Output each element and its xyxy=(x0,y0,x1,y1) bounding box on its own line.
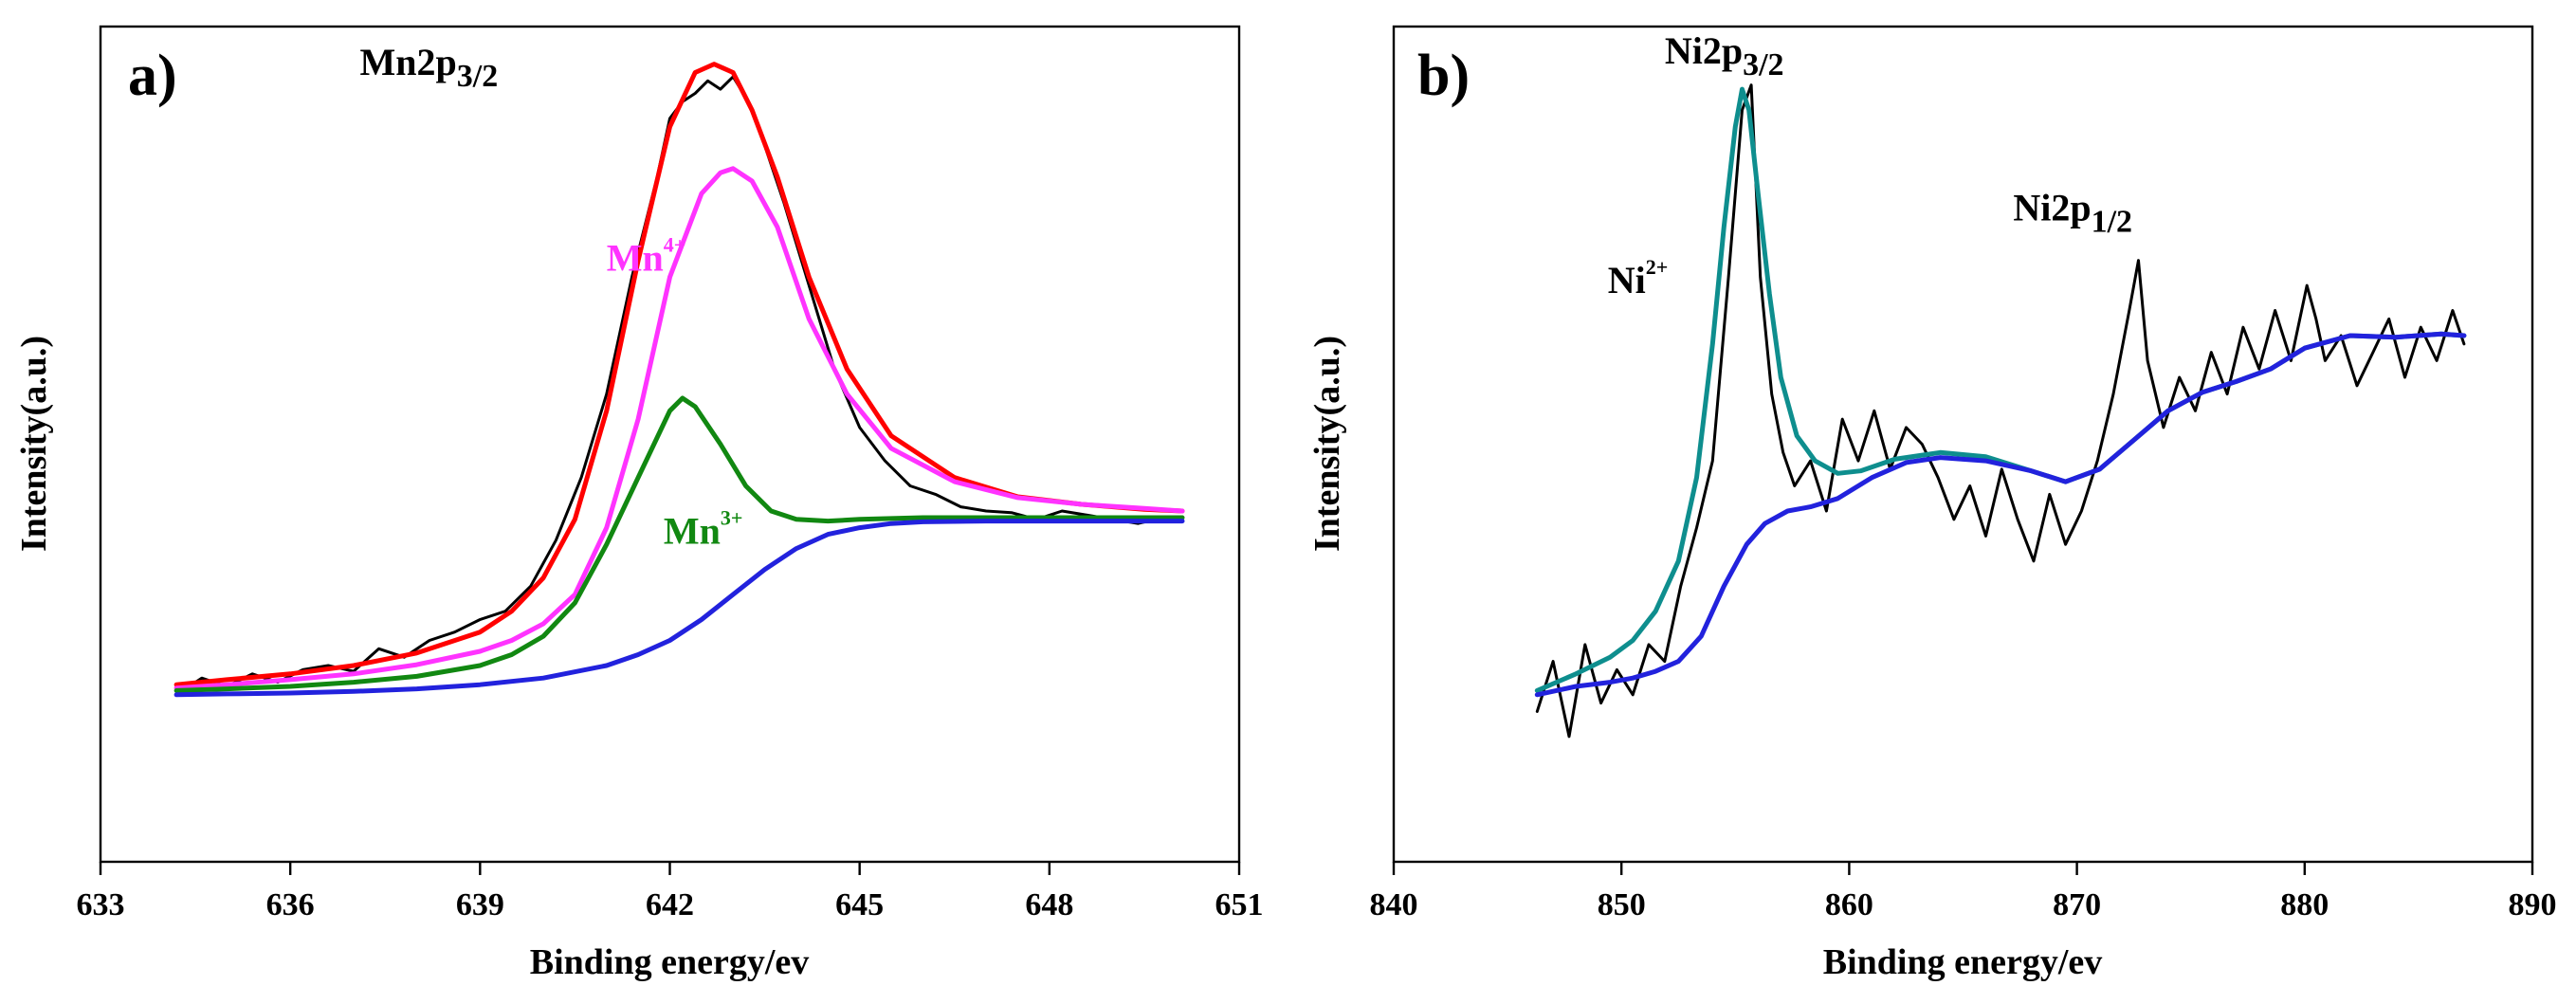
panel-a-y-axis-title: Intensity(a.u.) xyxy=(14,336,54,552)
panel-b-annotation-ni2p-3-2: Ni2p3/2 xyxy=(1665,29,1784,82)
panel-b-plot-frame xyxy=(1392,25,2534,864)
panel-b-x-ticks xyxy=(1392,862,2534,875)
panel-b-series-background xyxy=(1534,331,2467,698)
panel-a-x-axis-title: Binding energy/ev xyxy=(530,942,810,982)
panel-b-label: b) xyxy=(1417,44,1470,108)
panel-b-series-layer xyxy=(1534,83,2467,739)
panel-a-x-tick-label: 633 xyxy=(77,887,125,922)
panel-a-x-tick-label: 636 xyxy=(266,887,315,922)
panel-a-annotation-mn-4: Mn4+ xyxy=(607,232,686,279)
panel-b-series-raw-data xyxy=(1535,83,2466,739)
panel-b-annotation-ni2p-1-2: Ni2p1/2 xyxy=(2013,186,2132,239)
panel-b-y-axis-title: Intensity(a.u.) xyxy=(1307,336,1347,552)
panel-a-x-tick-labels: 633 636 639 642 645 648 651 xyxy=(77,887,1264,922)
panel-b-x-tick-label: 890 xyxy=(2509,887,2557,922)
panel-a-annotation-mn-3: Mn3+ xyxy=(664,505,743,552)
panel-a-x-tick-label: 648 xyxy=(1025,887,1073,922)
panel-a-series-mn4 xyxy=(174,166,1185,691)
panel-b-x-tick-label: 870 xyxy=(2053,887,2101,922)
panel-a-series-layer xyxy=(174,62,1185,698)
panel-a-series-background xyxy=(174,519,1185,698)
panel-b-x-tick-label: 840 xyxy=(1370,887,1418,922)
panel-b-x-tick-label: 860 xyxy=(1825,887,1873,922)
panel-a-annotation-mn2p-3-2: Mn2p3/2 xyxy=(360,41,499,94)
panel-a-annotations: Mn2p3/2 Mn4+ Mn3+ xyxy=(360,41,743,552)
panel-a-mn2p-spectrum: 633 636 639 642 645 648 651 Mn2p3/2 Mn4+ Mn3+ a)… xyxy=(14,25,1264,982)
panel-a-x-tick-label: 651 xyxy=(1215,887,1264,922)
panel-a-x-tick-label: 642 xyxy=(646,887,694,922)
panel-b-annotations: Ni2p3/2 Ni2+ Ni2p1/2 xyxy=(1608,29,2132,301)
panel-b-x-tick-label: 850 xyxy=(1598,887,1646,922)
panel-a-x-tick-label: 639 xyxy=(456,887,504,922)
panel-a-series-raw-data xyxy=(174,75,1184,697)
panel-b-annotation-ni-2: Ni2+ xyxy=(1608,255,1669,301)
panel-a-x-ticks xyxy=(99,862,1241,875)
panel-b-x-tick-labels: 840 850 860 870 880 890 xyxy=(1370,887,2557,922)
panel-a-series-envelope-fit xyxy=(174,62,1185,687)
panel-a-plot-frame xyxy=(99,25,1241,864)
panel-b-ni2p-spectrum: 840 850 860 870 880 890 Ni2p3/2 Ni2+ Ni2p1/2 b)… xyxy=(1307,25,2557,982)
panel-b-series-ni2-fit xyxy=(1534,86,2467,693)
panel-a-x-tick-label: 645 xyxy=(835,887,884,922)
panel-a-label: a) xyxy=(128,44,177,108)
panel-a-series-mn3 xyxy=(174,395,1185,693)
panel-b-x-tick-label: 880 xyxy=(2280,887,2329,922)
panel-b-x-axis-title: Binding energy/ev xyxy=(1823,942,2103,982)
